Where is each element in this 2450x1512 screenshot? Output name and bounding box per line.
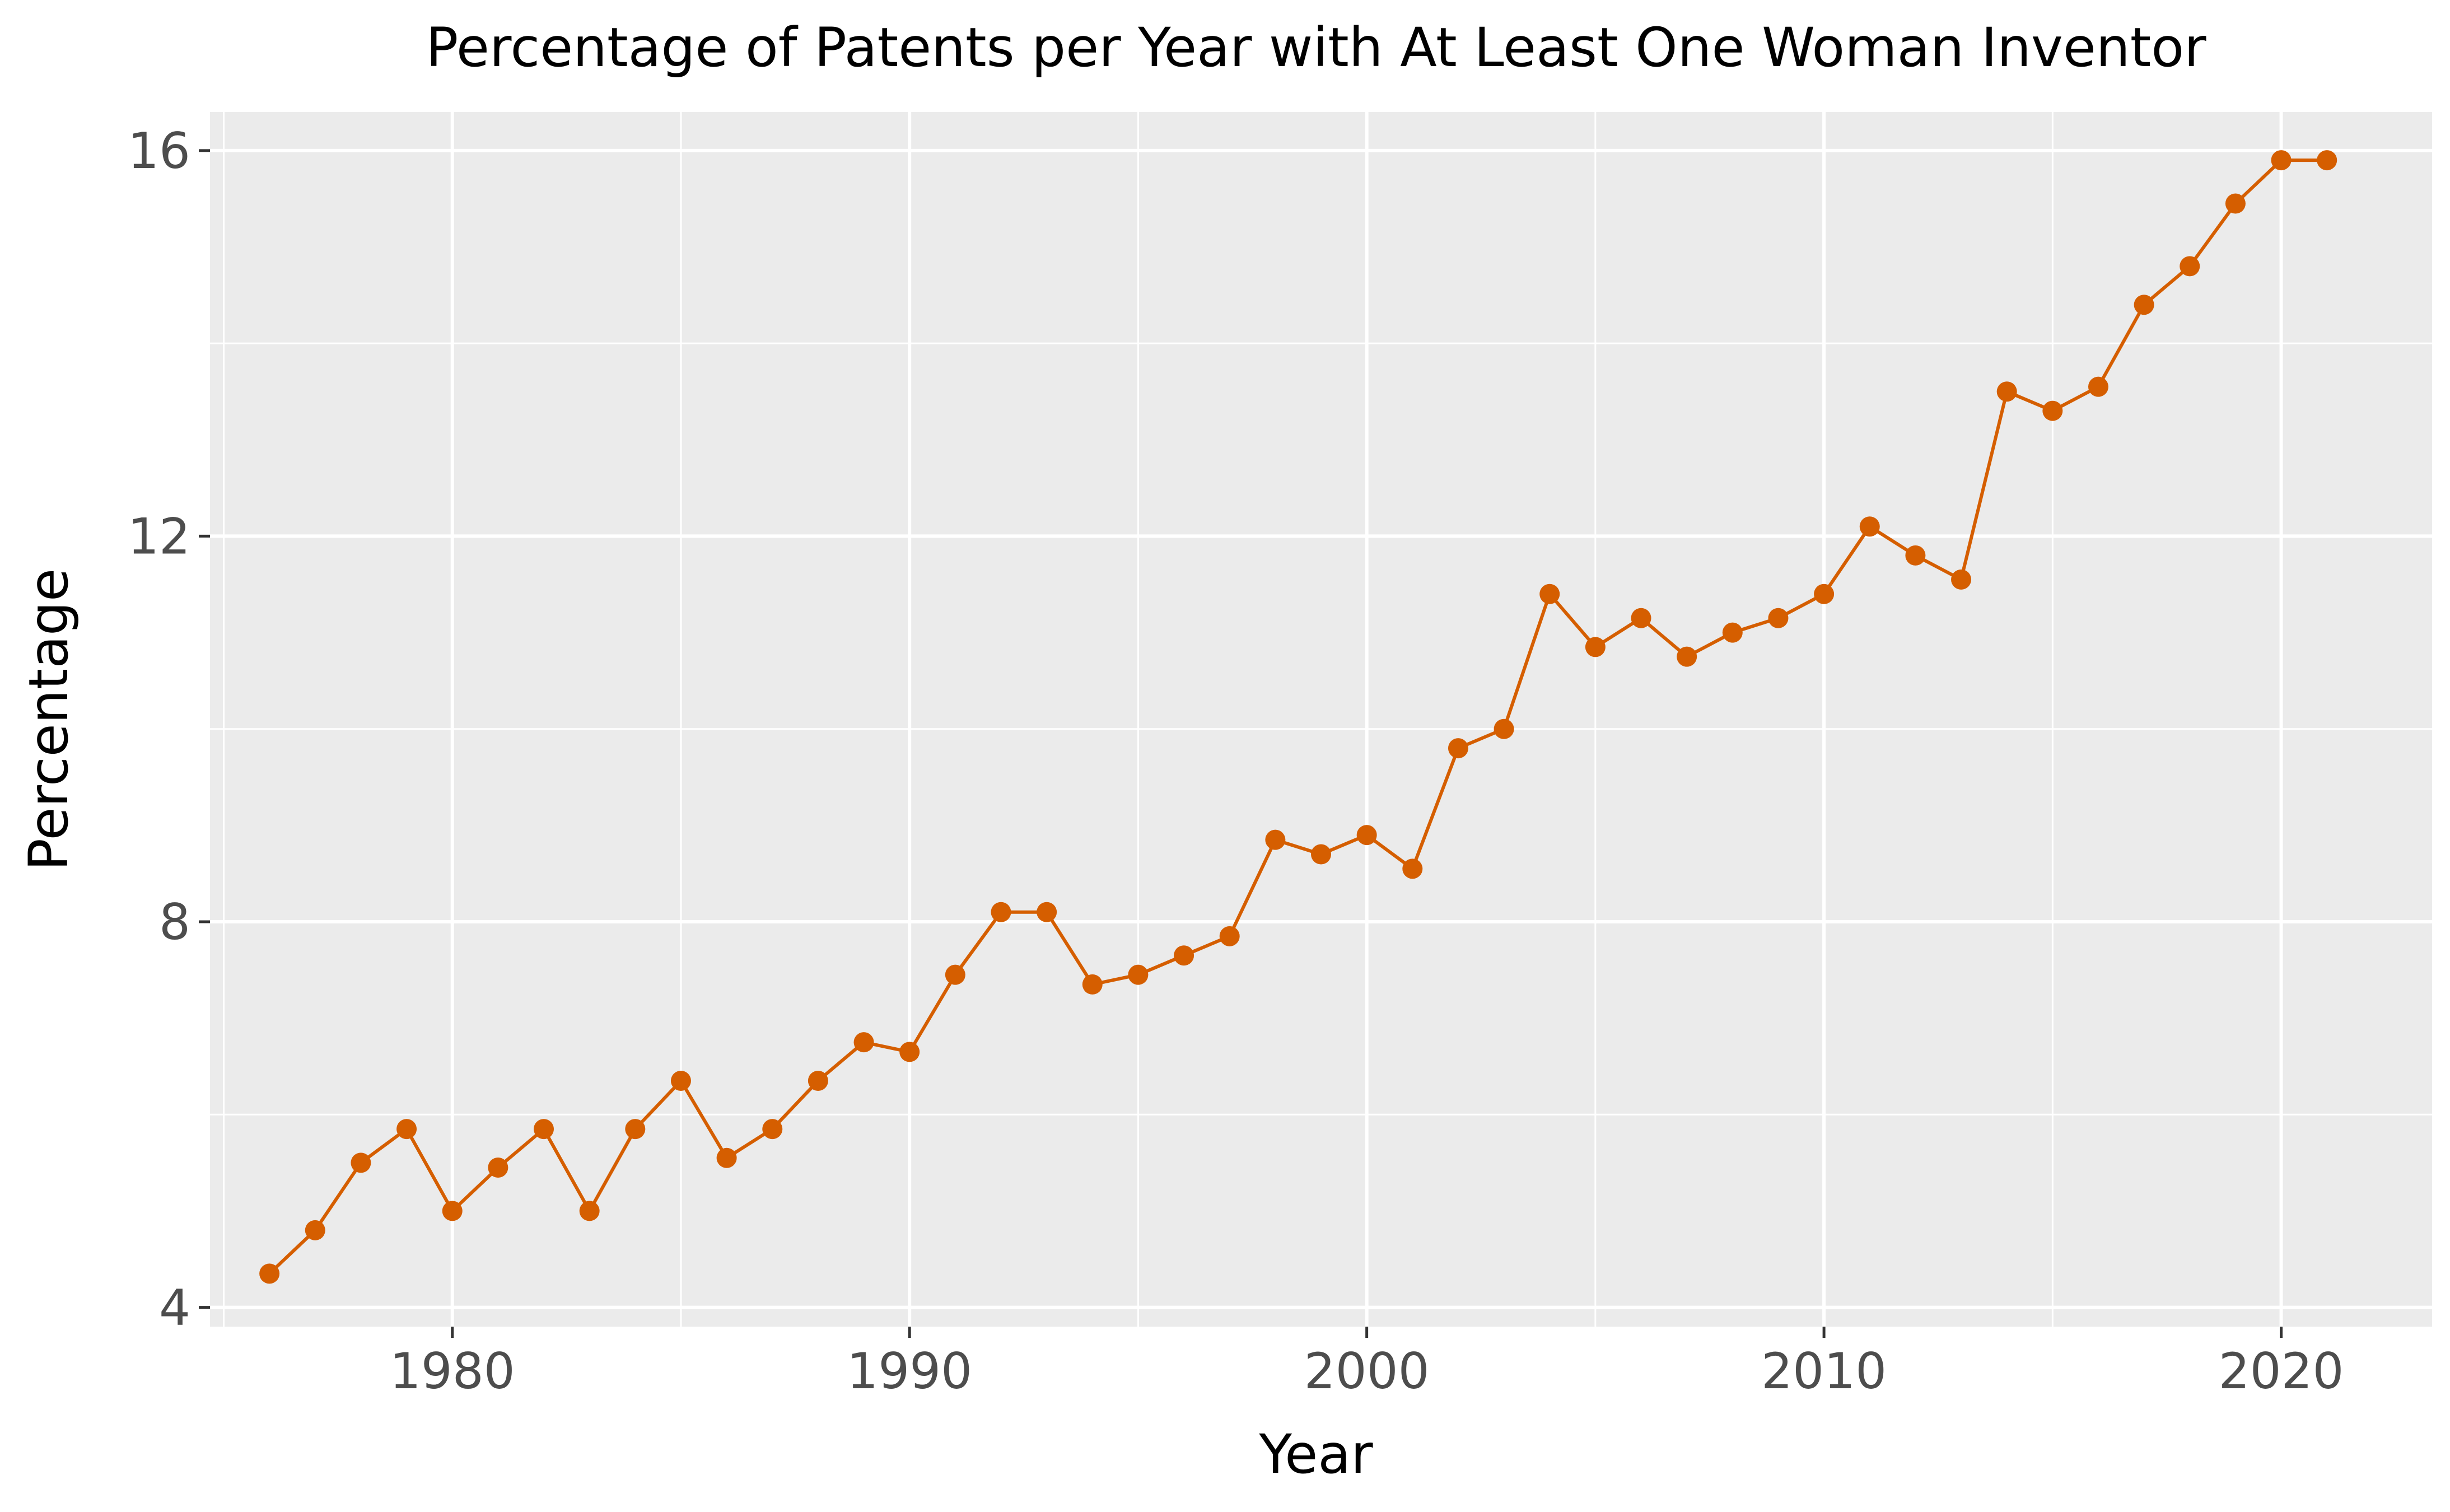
y-tick-label: 12 [128,507,190,565]
data-point [1905,545,1926,566]
data-point [1219,926,1240,946]
data-point [351,1152,371,1173]
series-line [268,158,2327,1275]
data-point [442,1201,463,1221]
y-tick-label: 4 [159,1279,190,1337]
data-point [1128,964,1149,985]
data-point [1174,945,1194,966]
data-point [579,1201,600,1221]
data-point [2271,150,2292,171]
data-point [2225,193,2246,214]
data-point [488,1157,508,1178]
data-point [1631,608,1651,628]
data-point [1311,844,1331,865]
x-axis: 1980 1990 2000 2010 2020 [390,1327,2344,1400]
data-point [259,1263,280,1284]
data-point [625,1119,646,1140]
data-point [1768,608,1789,628]
data-point [1402,858,1423,879]
data-point [716,1147,737,1168]
y-tick-label: 16 [128,122,190,180]
data-point [2134,295,2154,315]
data-point [945,964,965,985]
data-point [670,1071,691,1091]
y-axis: 4 8 12 16 [128,122,210,1337]
data-point [1082,974,1103,995]
data-point [1859,516,1880,537]
data-point [853,1032,874,1053]
data-point [1265,829,1286,850]
data-point [1951,569,1972,590]
data-point [534,1119,554,1140]
x-axis-label: Year [1258,1423,1373,1486]
data-point [991,902,1011,922]
data-point [1356,825,1377,846]
data-point [305,1220,325,1240]
data-point [2088,376,2108,397]
data-point [808,1071,828,1091]
data-point [2042,400,2063,421]
data-point [2180,256,2200,277]
data-point [1996,381,2017,402]
data-point [1494,718,1514,739]
data-point [1539,584,1560,604]
data-point [1585,637,1606,657]
y-tick-label: 8 [159,893,190,951]
data-series [259,150,2337,1284]
data-point [396,1119,417,1140]
data-point [1814,584,1835,604]
gridlines [210,112,2432,1327]
data-point [899,1042,920,1062]
x-tick-label: 2000 [1304,1342,1430,1400]
data-point [1722,622,1743,643]
data-point [762,1119,783,1140]
x-tick-label: 2010 [1761,1342,1887,1400]
plot-panel [210,112,2432,1327]
x-tick-label: 1990 [847,1342,972,1400]
x-tick-label: 1980 [390,1342,515,1400]
data-point [1677,646,1697,667]
data-point [2317,150,2337,171]
y-axis-label: Percentage [17,568,80,871]
x-tick-label: 2020 [2219,1342,2344,1400]
chart-title: Percentage of Patents per Year with At L… [426,16,2206,79]
data-point [1448,738,1468,759]
data-point [1037,902,1057,922]
